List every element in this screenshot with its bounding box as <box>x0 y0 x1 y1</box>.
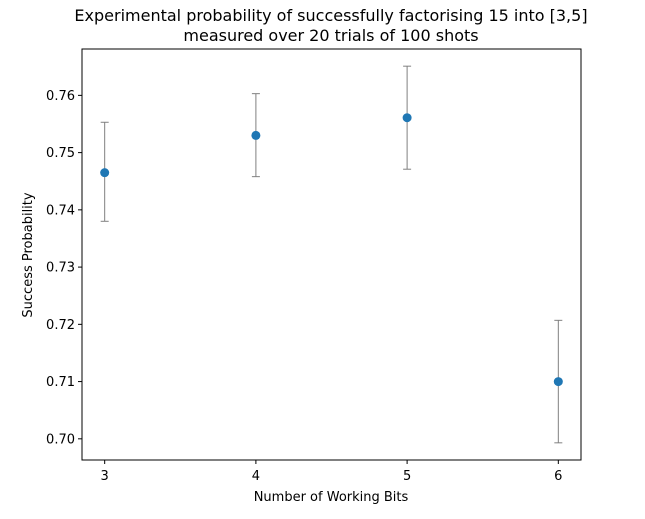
x-tick-label: 5 <box>403 469 411 484</box>
y-tick-label: 0.70 <box>46 432 75 447</box>
y-tick-label: 0.71 <box>46 375 75 390</box>
y-tick-label: 0.72 <box>46 318 75 333</box>
x-axis-label: Number of Working Bits <box>254 490 409 505</box>
y-tick-label: 0.76 <box>46 89 75 104</box>
y-tick-label: 0.74 <box>46 203 75 218</box>
x-axis-ticks: 3 4 5 6 <box>101 460 562 484</box>
data-point <box>402 113 412 123</box>
plot-area <box>81 48 582 461</box>
y-axis-ticks: 0.70 0.71 0.72 0.73 0.74 0.75 0.76 <box>46 89 82 447</box>
x-tick-label: 6 <box>554 469 562 484</box>
chart-subtitle: measured over 20 trials of 100 shots <box>183 26 478 45</box>
data-point <box>100 168 110 178</box>
x-tick-label: 3 <box>101 469 109 484</box>
y-tick-label: 0.75 <box>46 146 75 161</box>
x-tick-label: 4 <box>252 469 260 484</box>
data-point <box>251 130 261 140</box>
data-point <box>553 377 563 387</box>
y-axis-label: Success Probability <box>21 192 36 317</box>
data-points <box>100 113 563 387</box>
chart-title: Experimental probability of successfully… <box>74 6 587 25</box>
y-tick-label: 0.73 <box>46 261 75 276</box>
